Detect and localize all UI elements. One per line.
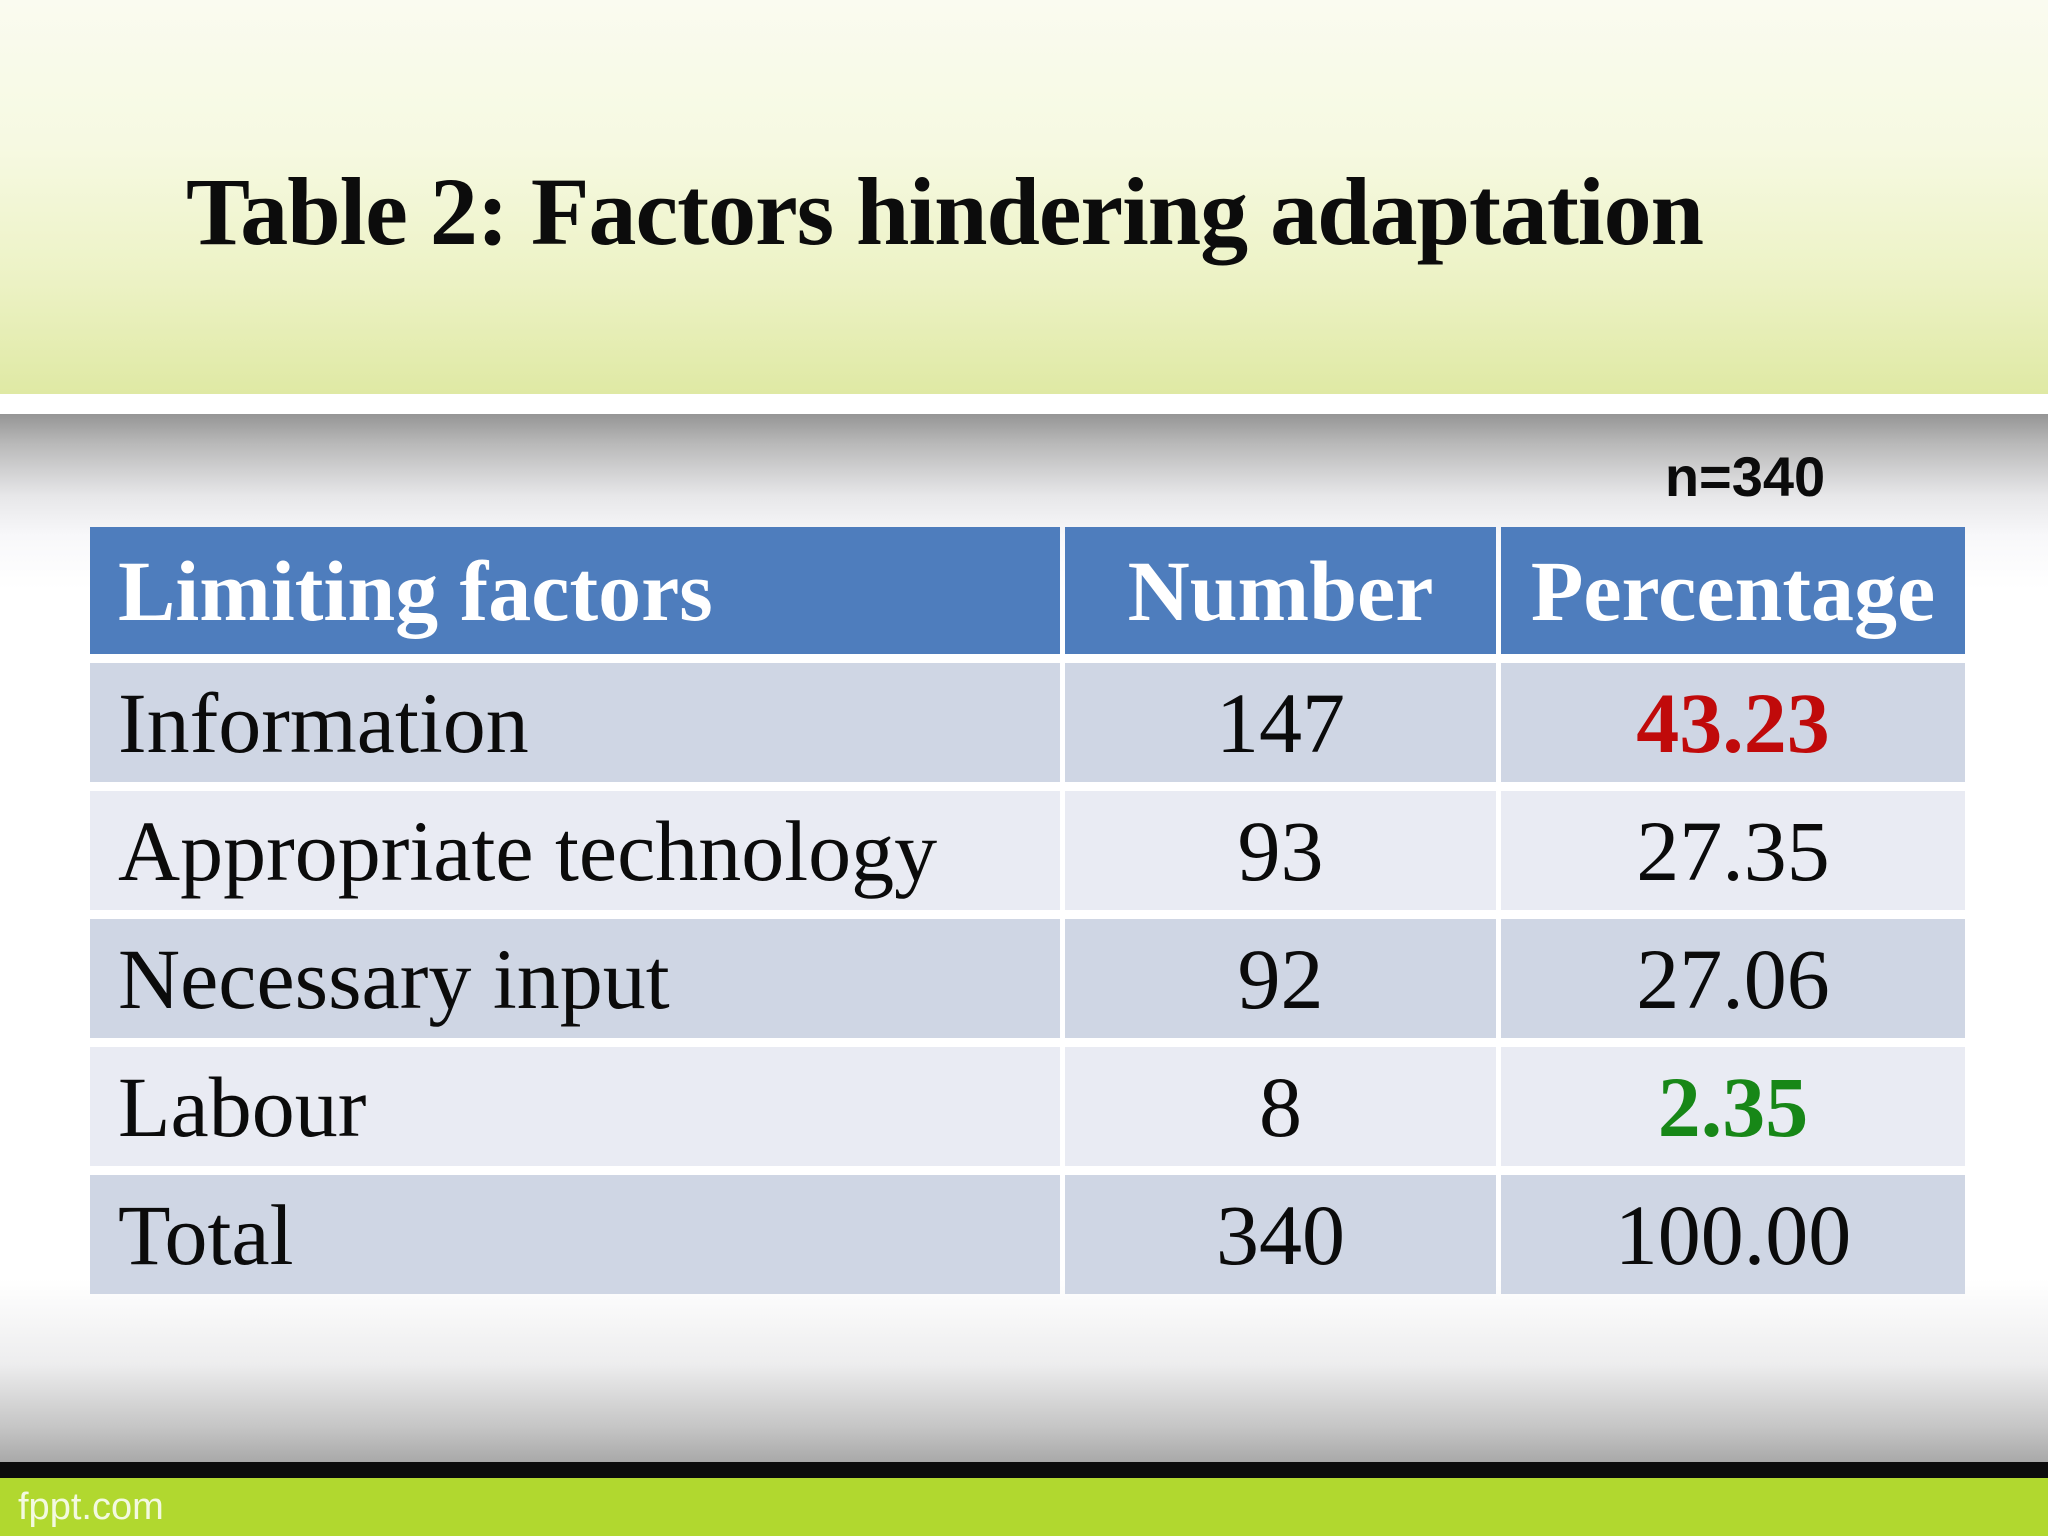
bottom-black-bar [0, 1462, 2048, 1478]
factors-table: Limiting factors Number Percentage Infor… [90, 527, 1965, 1294]
table-row-number: 8 [1065, 1047, 1496, 1166]
divider-strip [0, 394, 2048, 414]
table-row-factor: Appropriate technology [90, 791, 1060, 910]
footer-green-bar [0, 1478, 2048, 1536]
table-row-percentage: 27.06 [1501, 919, 1965, 1038]
sample-size-note: n=340 [1664, 445, 1826, 508]
table-row-number: 147 [1065, 663, 1496, 782]
table-row-percentage: 43.23 [1501, 663, 1965, 782]
table-row-factor: Information [90, 663, 1060, 782]
column-header-limiting-factors: Limiting factors [90, 527, 1060, 654]
top-gradient-band [0, 0, 2048, 394]
table-row-factor: Necessary input [90, 919, 1060, 1038]
table-row-number: 92 [1065, 919, 1496, 1038]
table-row-number: 93 [1065, 791, 1496, 910]
table-row-percentage: 2.35 [1501, 1047, 1965, 1166]
table-row-percentage: 27.35 [1501, 791, 1965, 910]
table-row-factor: Labour [90, 1047, 1060, 1166]
slide-title: Table 2: Factors hindering adaptation [186, 158, 1704, 265]
fppt-watermark: fppt.com [18, 1486, 164, 1528]
table-row-total-number: 340 [1065, 1175, 1496, 1294]
column-header-number: Number [1065, 527, 1496, 654]
column-header-percentage: Percentage [1501, 527, 1965, 654]
table-row-total-percentage: 100.00 [1501, 1175, 1965, 1294]
table-row-total-label: Total [90, 1175, 1060, 1294]
